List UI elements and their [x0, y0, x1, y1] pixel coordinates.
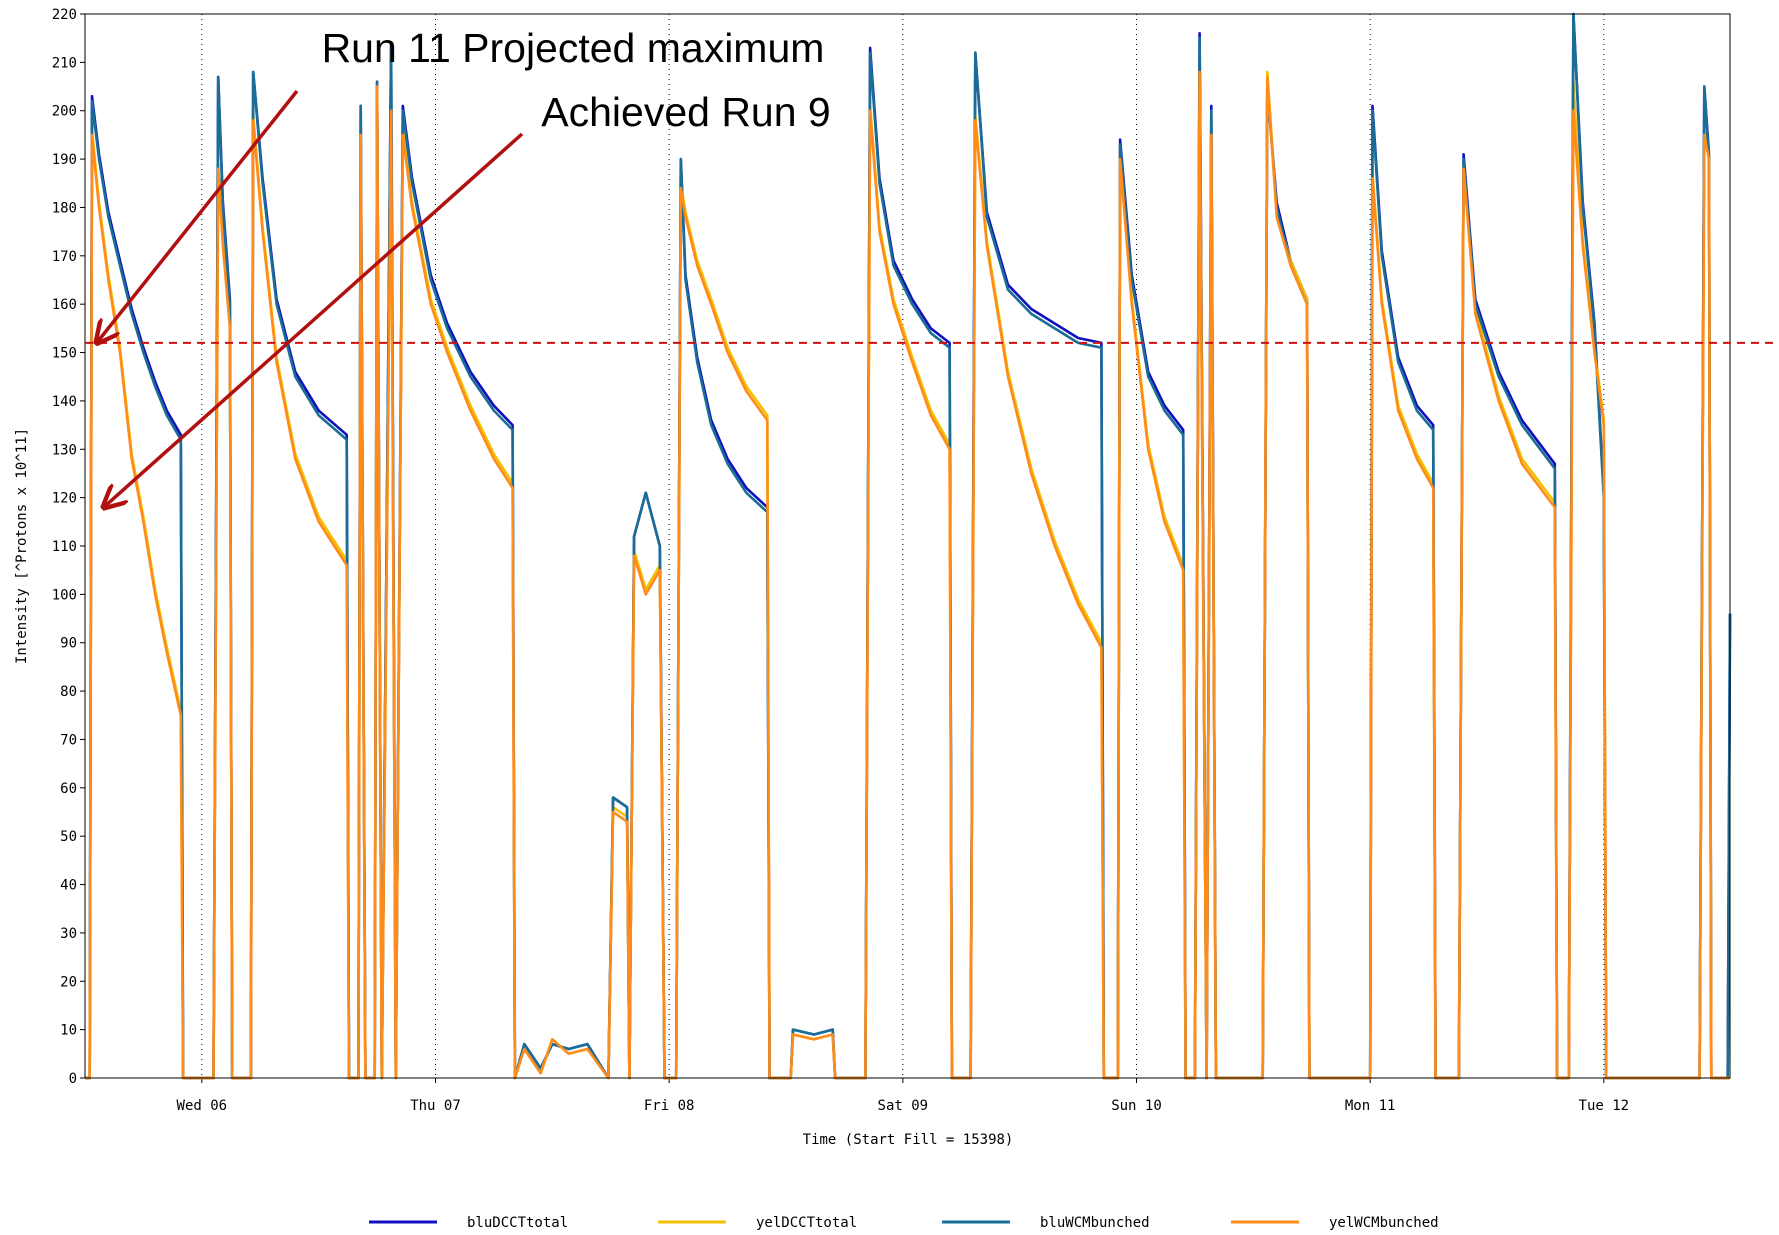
y-axis-title: Intensity [^Protons x 10^11]: [14, 428, 30, 664]
x-tick-label: Wed 06: [177, 1098, 228, 1114]
x-tick-label: Fri 08: [644, 1098, 695, 1114]
y-tick-label: 40: [60, 878, 77, 894]
x-tick-label: Sun 10: [1111, 1098, 1162, 1114]
y-tick-label: 150: [52, 346, 77, 362]
y-tick-label: 50: [60, 829, 77, 845]
x-tick-label: Tue 12: [1579, 1098, 1630, 1114]
y-tick-label: 180: [52, 200, 77, 216]
y-tick-label: 20: [60, 974, 77, 990]
y-tick-label: 130: [52, 442, 77, 458]
legend-label: bluDCCTtotal: [467, 1215, 568, 1231]
legend-item: bluWCMbunched: [942, 1215, 1150, 1231]
y-tick-label: 60: [60, 781, 77, 797]
x-tick-label: Mon 11: [1345, 1098, 1396, 1114]
y-tick-label: 120: [52, 491, 77, 507]
x-tick-label: Sat 09: [878, 1098, 929, 1114]
y-tick-label: 70: [60, 732, 77, 748]
y-tick-label: 80: [60, 684, 77, 700]
y-tick-label: 160: [52, 297, 77, 313]
y-tick-label: 90: [60, 636, 77, 652]
legend-item: yelDCCTtotal: [658, 1215, 857, 1231]
legend-item: yelWCMbunched: [1231, 1215, 1439, 1231]
annotation: Run 11 Projected maximum: [322, 25, 825, 71]
x-tick-label: Thu 07: [410, 1098, 461, 1114]
annotation-arrow: [104, 132, 524, 507]
y-tick-label: 200: [52, 104, 77, 120]
y-tick-label: 140: [52, 394, 77, 410]
y-tick-label: 190: [52, 152, 77, 168]
x-axis-title: Time (Start Fill = 15398): [803, 1132, 1014, 1148]
legend-item: bluDCCTtotal: [369, 1215, 568, 1231]
legend-label: bluWCMbunched: [1040, 1215, 1150, 1231]
y-tick-label: 210: [52, 55, 77, 71]
y-tick-label: 10: [60, 1023, 77, 1039]
series-line: [85, 12, 1732, 1080]
series-line: [85, 70, 1730, 1080]
annotation: Achieved Run 9: [541, 89, 830, 135]
y-tick-label: 0: [69, 1071, 77, 1087]
legend-label: yelDCCTtotal: [756, 1215, 857, 1231]
plot-frame: [84, 13, 1731, 1079]
legend-label: yelWCMbunched: [1329, 1215, 1439, 1231]
y-tick-label: 220: [52, 7, 77, 23]
y-tick-label: 30: [60, 926, 77, 942]
y-tick-label: 110: [52, 539, 77, 555]
y-tick-label: 100: [52, 587, 77, 603]
y-tick-label: 170: [52, 249, 77, 265]
annotation-arrow: [97, 89, 299, 343]
